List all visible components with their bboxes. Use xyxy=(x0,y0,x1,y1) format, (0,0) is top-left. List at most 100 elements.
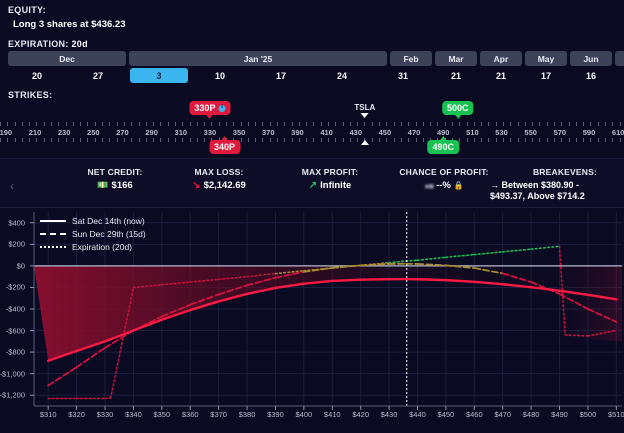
x-axis-label: $480 xyxy=(522,410,540,419)
month-tab-jan25[interactable]: Jan '25 xyxy=(129,51,387,66)
month-tab-label: Jun xyxy=(583,53,599,64)
x-axis-label: $450 xyxy=(437,410,455,419)
chevron-left-icon[interactable]: ‹ xyxy=(10,179,14,193)
y-axis-label: -$1,200 xyxy=(0,390,25,400)
ruler-tick xyxy=(247,138,249,142)
series-segment xyxy=(132,283,163,289)
ruler-tick xyxy=(400,138,402,142)
series-segment xyxy=(331,278,362,283)
expiration-day-tabs[interactable]: 2027310172431212117162018151919 xyxy=(8,68,624,83)
x-axis-label: $500 xyxy=(579,410,597,419)
ruler-tick xyxy=(459,138,461,142)
ruler-tick xyxy=(320,122,322,126)
ruler-tick xyxy=(138,138,140,142)
day-tab[interactable]: 17 xyxy=(252,68,310,83)
ruler-tick xyxy=(29,122,31,126)
ruler-tick xyxy=(532,122,534,126)
ruler-tick xyxy=(320,138,322,142)
day-tab[interactable]: 27 xyxy=(69,68,127,83)
pnl-chart[interactable]: $400 $200 $0 -$200 -$400 -$600 -$800 -$1,000 -$1… xyxy=(0,208,624,433)
ruler-tick xyxy=(335,122,337,126)
series-segment xyxy=(501,283,533,289)
month-tab-jul[interactable]: Jul xyxy=(615,51,624,66)
series-segment xyxy=(473,267,504,275)
ruler-tick-label: 350 xyxy=(232,128,246,137)
metrics-bar: ‹ NET CREDIT: 💵 $166 MAX LOSS: ↘ $2,142.69 MAX… xyxy=(0,158,624,208)
ruler-tick xyxy=(255,138,257,142)
day-tab[interactable]: 20 xyxy=(8,68,66,83)
ruler-tick xyxy=(328,138,330,142)
y-axis: $400 $200 $0 -$200 -$400 -$600 -$800 -$1,000 -$1… xyxy=(0,208,33,433)
ruler-tick xyxy=(189,138,191,142)
day-tab[interactable]: 21 xyxy=(480,68,522,83)
strike-badge-call-490[interactable]: 490C xyxy=(427,136,459,154)
ruler-tick xyxy=(517,138,519,142)
series-segment xyxy=(160,308,192,321)
ruler-tick xyxy=(546,138,548,142)
metric-chance-of-profit: CHANCE OF PROFIT: ●■ --% 🔒 xyxy=(359,167,529,191)
day-tab[interactable]: 24 xyxy=(313,68,371,83)
ruler-tick xyxy=(466,122,468,126)
ruler-tick xyxy=(349,122,351,126)
ruler-tick xyxy=(612,122,614,126)
ruler-tick xyxy=(36,122,38,126)
series-segment xyxy=(103,329,135,343)
strike-slider[interactable]: 190 210 230 250 270 290 310 330 350 370 390 410 430 4… xyxy=(0,100,624,158)
ruler-tick xyxy=(473,122,475,126)
ruler-tick xyxy=(14,138,16,142)
x-axis-label: $350 xyxy=(153,410,171,419)
day-tab[interactable]: 17 xyxy=(525,68,567,83)
ruler-tick xyxy=(437,122,439,126)
expiration-value: 20d xyxy=(71,39,88,49)
day-tab-selected[interactable]: 3 xyxy=(130,68,188,83)
y-axis-label: $200 xyxy=(8,239,25,249)
ruler-tick xyxy=(80,138,82,142)
month-tab-mar[interactable]: Mar xyxy=(435,51,477,66)
strike-badge-short-put-330[interactable]: 330P i xyxy=(189,101,231,119)
metric-key: CHANCE OF PROFIT: xyxy=(399,167,489,177)
month-tab-apr[interactable]: Apr xyxy=(480,51,522,66)
metric-key: NET CREDIT: xyxy=(87,167,143,177)
metric-value: $166 xyxy=(111,180,133,191)
day-tab-label: 3 xyxy=(156,70,162,81)
series-segment xyxy=(558,289,590,296)
ruler-tick xyxy=(313,122,315,126)
ruler-tick xyxy=(262,122,264,126)
chart-series-0 xyxy=(47,277,618,362)
x-axis-label: $340 xyxy=(125,410,142,419)
series-segment xyxy=(274,282,306,290)
chart-canvas xyxy=(30,212,622,410)
month-tab-feb[interactable]: Feb xyxy=(390,51,432,66)
ruler-tick-label: 370 xyxy=(261,128,275,137)
month-tab-label: May xyxy=(537,53,555,64)
month-tab-may[interactable]: May xyxy=(525,51,567,66)
day-tab[interactable]: 10 xyxy=(191,68,249,83)
info-icon[interactable]: i xyxy=(218,104,226,112)
ruler-tick xyxy=(466,138,468,142)
month-tab-jun[interactable]: Jun xyxy=(570,51,612,66)
strike-badge-label: 500C xyxy=(447,103,469,113)
ruler-tick xyxy=(481,122,483,126)
day-tab[interactable]: 31 xyxy=(374,68,432,83)
ruler-tick xyxy=(590,122,592,126)
ruler-tick xyxy=(561,122,563,126)
series-segment xyxy=(302,279,334,285)
month-tab-dec[interactable]: Dec xyxy=(8,51,126,66)
ruler-tick xyxy=(123,122,125,126)
ruler-tick-label: 330 xyxy=(203,128,217,137)
day-tab[interactable]: 21 xyxy=(435,68,477,83)
strike-badge-label: 330P xyxy=(194,103,216,113)
strike-badge-call-500[interactable]: 500C xyxy=(442,101,474,119)
ruler-tick xyxy=(349,138,351,142)
day-tab[interactable]: 16 xyxy=(570,68,612,83)
ruler-tick xyxy=(393,138,395,142)
expiration-label-text: EXPIRATION: xyxy=(8,39,69,49)
ruler-tick xyxy=(131,138,133,142)
strike-badge-long-put-340[interactable]: 340P xyxy=(209,136,241,154)
series-segment xyxy=(586,293,618,301)
day-tab[interactable]: 20 xyxy=(615,68,624,83)
ruler-tick xyxy=(0,122,1,126)
series-segment xyxy=(416,263,447,267)
